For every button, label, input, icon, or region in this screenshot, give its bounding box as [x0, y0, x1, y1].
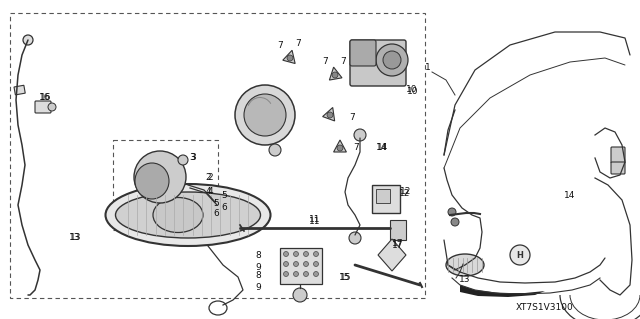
Circle shape — [303, 271, 308, 277]
Circle shape — [294, 262, 298, 266]
Text: 11: 11 — [309, 217, 321, 226]
Text: 9: 9 — [255, 283, 261, 292]
Text: 3: 3 — [190, 152, 196, 161]
Text: 13: 13 — [69, 234, 81, 242]
Text: 7: 7 — [295, 40, 301, 48]
Ellipse shape — [153, 197, 203, 233]
Text: 3: 3 — [189, 152, 195, 161]
Polygon shape — [283, 50, 295, 63]
Circle shape — [337, 145, 343, 151]
Text: 16: 16 — [39, 93, 51, 101]
Text: 5: 5 — [221, 190, 227, 199]
Circle shape — [451, 218, 459, 226]
Polygon shape — [323, 108, 335, 121]
Ellipse shape — [235, 85, 295, 145]
Text: 7: 7 — [353, 144, 359, 152]
Bar — [390, 220, 406, 240]
Text: H: H — [516, 250, 524, 259]
Text: XT7S1V3100: XT7S1V3100 — [516, 303, 574, 313]
Circle shape — [23, 35, 33, 45]
Ellipse shape — [115, 192, 260, 238]
Circle shape — [294, 251, 298, 256]
Circle shape — [284, 262, 289, 266]
Text: 15: 15 — [339, 272, 351, 281]
FancyBboxPatch shape — [350, 40, 376, 66]
Text: 5: 5 — [213, 199, 219, 209]
Circle shape — [314, 271, 319, 277]
Polygon shape — [460, 285, 545, 297]
Circle shape — [48, 103, 56, 111]
Circle shape — [383, 51, 401, 69]
Bar — [14, 85, 25, 95]
Text: 8: 8 — [255, 250, 261, 259]
Text: 1: 1 — [425, 63, 431, 72]
Text: 9: 9 — [255, 263, 261, 271]
Circle shape — [314, 262, 319, 266]
Text: 10: 10 — [406, 85, 418, 94]
Bar — [113, 140, 218, 230]
Text: 17: 17 — [392, 239, 404, 248]
Circle shape — [448, 208, 456, 216]
Circle shape — [314, 251, 319, 256]
Bar — [280, 248, 322, 284]
Circle shape — [294, 271, 298, 277]
Circle shape — [284, 271, 289, 277]
FancyBboxPatch shape — [372, 185, 400, 213]
Text: 17: 17 — [392, 241, 404, 249]
Text: 10: 10 — [407, 86, 419, 95]
Circle shape — [303, 251, 308, 256]
Text: 4: 4 — [205, 188, 211, 197]
Circle shape — [284, 251, 289, 256]
Circle shape — [287, 55, 293, 61]
Polygon shape — [333, 140, 346, 152]
Polygon shape — [330, 67, 342, 80]
Ellipse shape — [106, 184, 271, 246]
Circle shape — [293, 288, 307, 302]
Text: 13: 13 — [70, 234, 82, 242]
Ellipse shape — [446, 254, 484, 276]
Circle shape — [510, 245, 530, 265]
Text: 11: 11 — [309, 216, 321, 225]
Circle shape — [327, 112, 333, 118]
Text: 15: 15 — [340, 273, 352, 283]
Text: 14: 14 — [564, 190, 576, 199]
Text: 7: 7 — [322, 57, 328, 66]
FancyBboxPatch shape — [350, 40, 406, 86]
Circle shape — [332, 72, 338, 78]
Text: 7: 7 — [349, 114, 355, 122]
Text: 4: 4 — [207, 188, 213, 197]
Text: 12: 12 — [400, 188, 412, 197]
Ellipse shape — [135, 163, 169, 199]
FancyBboxPatch shape — [376, 189, 390, 203]
Text: 2: 2 — [205, 174, 211, 182]
Circle shape — [354, 129, 366, 141]
Circle shape — [303, 262, 308, 266]
Text: 8: 8 — [255, 271, 261, 279]
Text: 14: 14 — [378, 143, 388, 152]
Text: 16: 16 — [40, 93, 52, 101]
Text: 2: 2 — [207, 174, 213, 182]
Text: 13: 13 — [460, 276, 471, 285]
FancyBboxPatch shape — [35, 101, 51, 113]
FancyBboxPatch shape — [611, 162, 625, 174]
Ellipse shape — [134, 151, 186, 203]
Circle shape — [178, 155, 188, 165]
Circle shape — [376, 44, 408, 76]
Text: 7: 7 — [277, 41, 283, 50]
Text: 6: 6 — [221, 203, 227, 211]
Text: 7: 7 — [340, 57, 346, 66]
Polygon shape — [378, 239, 406, 271]
Circle shape — [269, 144, 281, 156]
Text: 12: 12 — [399, 189, 411, 197]
Text: 6: 6 — [213, 210, 219, 219]
Text: 14: 14 — [376, 144, 388, 152]
Circle shape — [349, 232, 361, 244]
Ellipse shape — [244, 94, 286, 136]
FancyBboxPatch shape — [611, 147, 625, 163]
Bar — [10, 13, 425, 298]
